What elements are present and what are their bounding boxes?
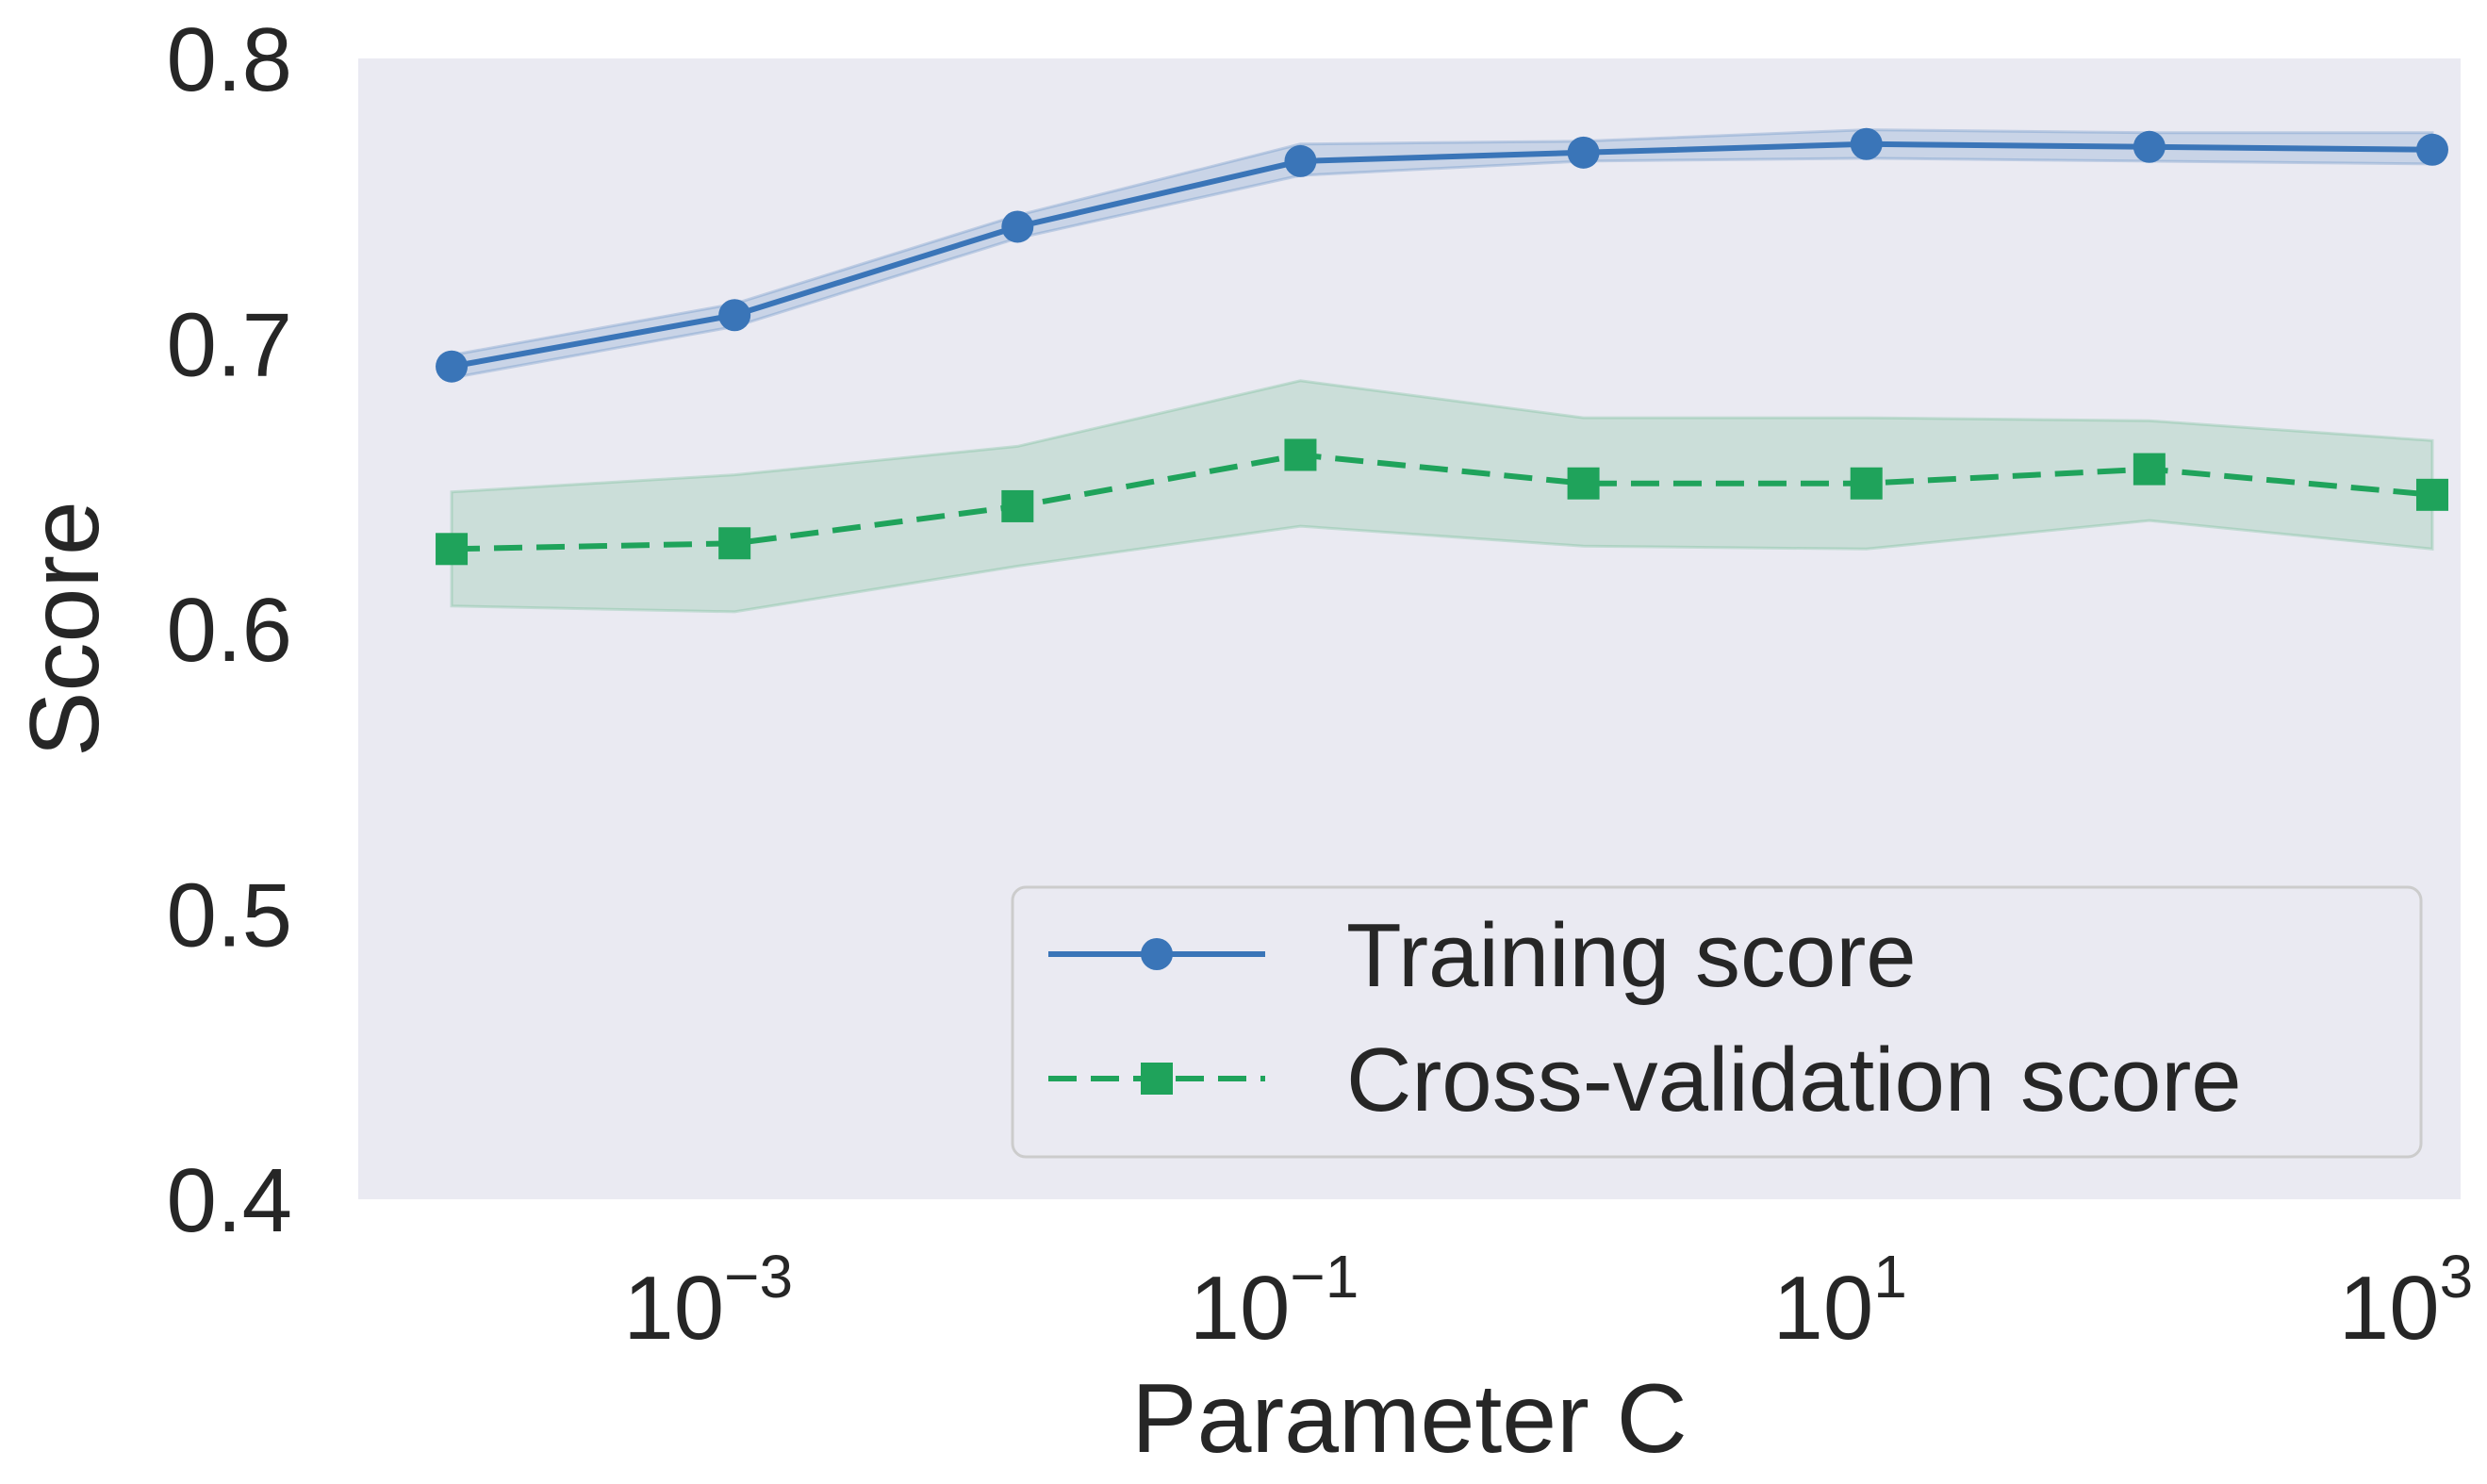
- y-tick-label: 0.7: [167, 295, 292, 396]
- cv-point: [718, 527, 751, 560]
- cv-point: [1284, 438, 1317, 471]
- cv-score-band: [450, 379, 2434, 614]
- training-point: [436, 350, 469, 383]
- training-point: [1567, 136, 1600, 169]
- legend-cv-label: Cross-validation score: [1346, 1030, 2242, 1130]
- y-tick-label: 0.5: [167, 866, 292, 966]
- training-score-line: [451, 140, 2433, 370]
- training-point: [2415, 133, 2448, 166]
- training-point: [1001, 210, 1034, 243]
- legend-training-label: Training score: [1346, 905, 1917, 1006]
- x-tick-label: 10−3: [623, 1243, 793, 1359]
- training-point: [1850, 127, 1883, 160]
- training-point: [2133, 130, 2166, 163]
- y-tick-label: 0.6: [167, 580, 292, 681]
- legend-cv-marker: [1141, 1063, 1173, 1095]
- legend: Training score Cross-validation score: [1011, 885, 2423, 1159]
- training-point: [718, 299, 751, 332]
- x-tick-label: 101: [1773, 1243, 1907, 1359]
- cv-score-line: [451, 452, 2433, 552]
- y-axis-label: Score: [10, 501, 120, 757]
- cv-point: [1850, 467, 1883, 500]
- x-tick-label: 103: [2339, 1243, 2473, 1359]
- x-axis-label: Parameter C: [1131, 1364, 1688, 1474]
- training-point: [1284, 144, 1317, 177]
- y-tick-label: 0.4: [167, 1150, 292, 1251]
- cv-point: [1567, 467, 1600, 500]
- cv-point: [2415, 478, 2448, 511]
- cv-point: [436, 533, 469, 566]
- cv-point: [2133, 453, 2166, 486]
- cv-point: [1001, 489, 1034, 522]
- x-tick-label: 10−1: [1190, 1243, 1359, 1359]
- legend-training-marker: [1141, 938, 1173, 970]
- legend-box: [1011, 885, 2423, 1159]
- y-tick-label: 0.8: [167, 9, 292, 110]
